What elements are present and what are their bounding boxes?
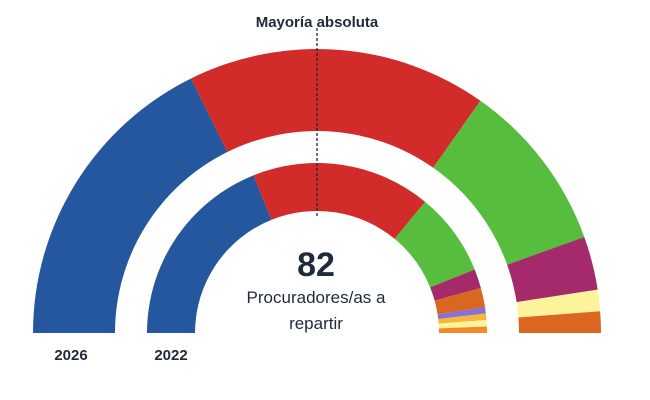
total-caption-line1: Procuradores/as a	[247, 288, 386, 307]
seat-segment-2026-2	[190, 48, 481, 168]
inner-ring-2022	[147, 162, 488, 333]
seat-segment-2026-5	[516, 289, 601, 318]
seat-segment-2026-6	[518, 311, 601, 333]
seat-segment-2026-4	[507, 237, 598, 303]
majority-label: Mayoría absoluta	[256, 14, 379, 31]
seat-segment-2022-3	[394, 201, 475, 288]
seat-segment-2022-5	[434, 287, 486, 315]
seat-segment-2022-8	[438, 319, 487, 329]
seat-segment-2026-1	[33, 78, 228, 333]
seat-segment-2022-6	[437, 307, 486, 320]
seat-segment-2026-3	[433, 100, 585, 265]
seat-segment-2022-2	[253, 162, 426, 239]
total-seats-value: 82	[297, 246, 335, 284]
outer-ring-2026	[33, 48, 601, 333]
seat-segment-2022-9	[438, 326, 488, 333]
seat-segment-2022-4	[430, 269, 481, 301]
seat-segment-2022-1	[147, 175, 272, 333]
ring-label-2026: 2026	[54, 347, 87, 364]
seat-segment-2022-7	[438, 313, 487, 324]
ring-label-2022: 2022	[154, 347, 187, 364]
total-caption-line2: repartir	[289, 314, 343, 333]
